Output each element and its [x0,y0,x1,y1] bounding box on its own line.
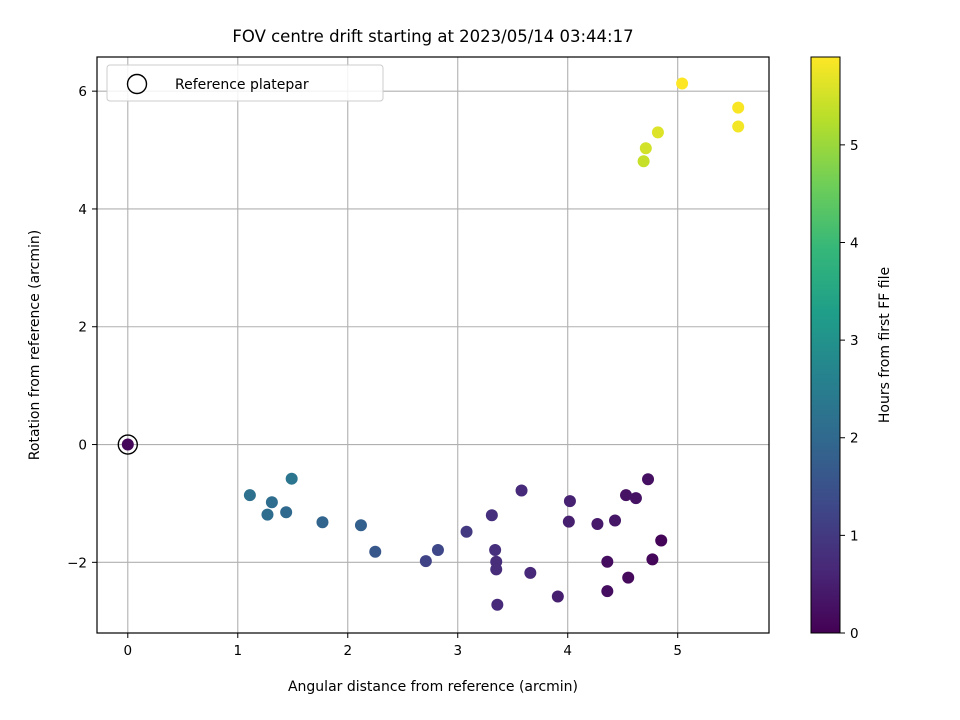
colorbar-tick-label: 3 [850,333,859,349]
data-point [601,585,614,598]
colorbar-label: Hours from first FF file [877,267,893,423]
reference-marker [117,434,138,455]
legend-entry-label: Reference platepar [175,77,309,93]
data-point [651,126,664,139]
x-tick-label: 4 [563,643,572,659]
data-points [243,77,745,611]
y-tick-label: 2 [78,320,87,336]
y-axis-label: Rotation from reference (arcmin) [27,230,43,460]
reference-point [121,438,134,451]
data-point [639,142,652,155]
data-point [524,566,537,579]
plot-area: 0 1 2 3 4 5 −2 0 2 4 6 [67,56,770,659]
colorbar: 0 1 2 3 4 5 Hours from first FF file [810,56,893,642]
data-point [609,514,622,527]
data-point [460,525,473,538]
y-tick-label: 0 [78,438,87,454]
y-axis-ticks: −2 0 2 4 6 [67,84,97,571]
data-point [562,515,575,528]
x-axis-ticks: 0 1 2 3 4 5 [123,633,682,659]
data-point [431,543,444,556]
colorbar-tick-label: 5 [850,138,859,154]
data-point [601,555,614,568]
x-tick-label: 2 [343,643,352,659]
data-point [732,101,745,114]
colorbar-frame [810,56,841,634]
data-point [591,518,604,531]
data-point [551,590,564,603]
colorbar-tick-label: 0 [850,626,859,642]
x-tick-label: 5 [673,643,682,659]
data-point [676,77,689,90]
data-point [316,516,329,529]
data-point [620,489,633,502]
x-axis-label: Angular distance from reference (arcmin) [288,679,578,695]
data-point [489,543,502,556]
data-point [265,496,278,509]
plot-frame [96,56,770,634]
legend-marker-icon [126,73,148,95]
data-point [646,553,659,566]
data-point [490,563,503,576]
data-point [491,598,504,611]
data-point [419,555,432,568]
data-point [485,509,498,522]
reference-ring [117,434,138,455]
data-point [637,155,650,168]
x-tick-label: 0 [123,643,132,659]
colorbar-tick-label: 4 [850,235,859,251]
chart-title: FOV centre drift starting at 2023/05/14 … [232,27,633,46]
data-point [732,120,745,133]
data-point [280,506,293,519]
data-point [563,495,576,508]
data-point [354,519,367,532]
data-point [622,571,635,584]
y-tick-label: −2 [67,555,87,571]
data-point [261,508,274,521]
colorbar-tick-label: 2 [850,431,859,447]
data-point [629,492,642,505]
colorbar-tick-label: 1 [850,528,859,544]
data-point [369,545,382,558]
data-point [655,534,668,547]
data-point [642,473,655,486]
legend-box [106,64,384,102]
colorbar-ticks: 0 1 2 3 4 5 [840,138,859,642]
x-tick-label: 3 [453,643,462,659]
y-tick-label: 6 [78,84,87,100]
data-point [243,489,256,502]
data-point [515,484,528,497]
legend: Reference platepar [106,64,384,102]
data-point [285,472,298,485]
colorbar-gradient [811,57,840,633]
y-tick-label: 4 [78,202,87,218]
x-tick-label: 1 [233,643,242,659]
